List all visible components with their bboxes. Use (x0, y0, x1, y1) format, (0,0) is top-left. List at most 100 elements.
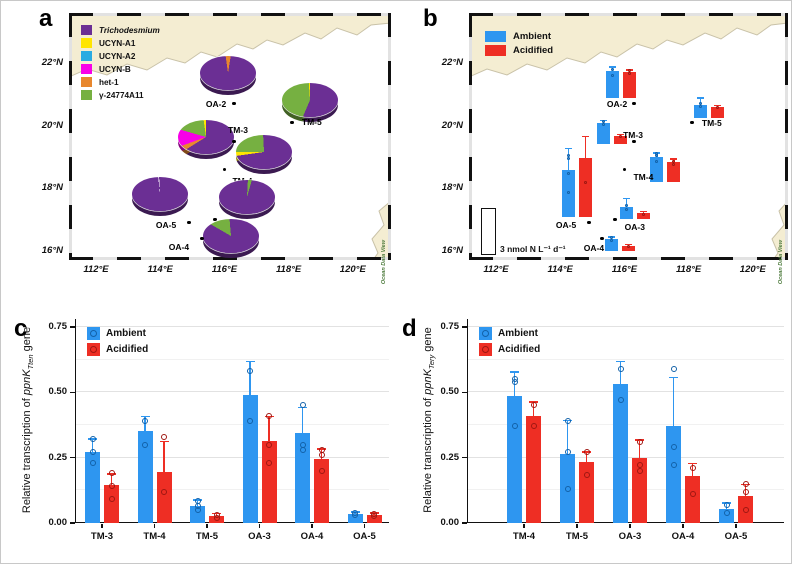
y-axis-tick-label: 18°N (441, 182, 463, 194)
map-bar (693, 104, 707, 119)
data-point (611, 73, 615, 77)
data-point (530, 423, 537, 430)
error-bar (625, 197, 627, 207)
station-dot (632, 139, 636, 144)
data-point (266, 441, 272, 448)
legend-label: UCYN-A1 (99, 38, 136, 48)
bar-acidified (579, 461, 594, 523)
data-point (672, 162, 676, 166)
map-frame-bottom (69, 257, 391, 260)
error-bar-cap (529, 401, 538, 403)
panel-label-c: c (14, 315, 28, 342)
pie-top (281, 83, 338, 118)
map-bar (606, 70, 620, 98)
pie-top (218, 179, 275, 214)
x-axis-tick-label: 120°E (339, 264, 366, 275)
legend-label: Ambient (106, 328, 146, 339)
gridline (468, 358, 784, 360)
error-bar-cap (140, 415, 150, 418)
data-point (89, 436, 96, 443)
bar-ambient (719, 508, 734, 523)
pie-top (202, 219, 259, 254)
data-point (636, 462, 643, 469)
data-point (617, 365, 624, 372)
x-tick-label: OA-4 (300, 531, 324, 542)
y-tick-label: 0.50 (48, 386, 68, 398)
x-tick-label: TM-3 (90, 531, 114, 542)
station-dot (690, 120, 694, 125)
station-label: TM-4 (633, 172, 654, 183)
data-point (636, 438, 643, 445)
error-bar (110, 473, 113, 486)
station-dot (290, 120, 294, 125)
station-label: OA-4 (168, 242, 190, 253)
x-tick-mark (523, 524, 525, 528)
error-bar-cap (159, 440, 169, 443)
data-point (161, 488, 167, 495)
y-tick-label: 0.00 (48, 517, 68, 528)
legend-label: Ambient (513, 31, 551, 42)
data-point (213, 512, 220, 519)
panel-label-d: d (402, 315, 417, 342)
bar-acidified (632, 457, 647, 523)
data-point (530, 402, 537, 409)
data-point (583, 471, 590, 478)
data-point (689, 491, 696, 498)
legend-swatch (87, 327, 100, 340)
pie-OA-5 (132, 176, 189, 216)
pie-OA-3 (218, 179, 275, 219)
legend-label: UCYN-B (99, 64, 131, 74)
data-point (602, 120, 606, 124)
map-frame-right (388, 13, 391, 260)
data-point (742, 488, 749, 495)
data-point (108, 496, 115, 503)
x-tick-mark (311, 524, 313, 528)
map-bar (614, 136, 628, 145)
station-label: OA-4 (583, 243, 605, 254)
x-tick-label: TM-4 (512, 531, 536, 542)
pie-top (132, 176, 189, 211)
error-bar (610, 236, 613, 240)
legend-swatch (485, 45, 506, 56)
error-bar-cap (624, 243, 632, 246)
y-axis-tick-label: 18°N (41, 182, 63, 194)
bar-ambient (613, 384, 628, 523)
data-point (318, 452, 325, 458)
bar-acidified (526, 415, 541, 523)
y-axis-title-part: Relative transcription of (422, 394, 434, 513)
legend-swatch (81, 38, 92, 48)
y-axis-tick-label: 16°N (41, 244, 63, 256)
x-axis-tick-label: 118°E (275, 264, 302, 275)
station-label: OA-5 (555, 219, 577, 230)
x-tick-mark (363, 524, 366, 528)
error-bar (585, 451, 588, 462)
legend-item: Ambient (87, 327, 148, 340)
x-tick-mark (258, 524, 261, 528)
y-axis-title: Relative transcription of ppnKTten gene (21, 270, 35, 563)
data-point (636, 467, 643, 474)
plot-area: 0.00 0.25 0.50 0.75 TM-3 TM-4 TM-5 OA-3 OA-4 OA-5… (49, 319, 389, 542)
legend-point (90, 346, 97, 353)
error-bar-cap (617, 133, 625, 136)
error-bar-cap (713, 104, 721, 107)
legend-item: UCYN-A2 (81, 51, 160, 61)
x-tick-mark (101, 524, 103, 528)
pie-top (200, 55, 257, 90)
data-point (266, 459, 272, 466)
y-axis-title-part: Relative transcription of (21, 395, 33, 514)
station-label: TM-3 (228, 125, 248, 136)
bar-acidified (104, 485, 119, 523)
data-point (742, 480, 749, 487)
station-label: TM-3 (623, 130, 643, 141)
data-point (628, 69, 632, 73)
data-point (655, 152, 659, 156)
error-bar-cap (670, 158, 678, 160)
error-bar (699, 97, 701, 105)
x-axis-tick-label: 116°E (611, 264, 638, 275)
bar-acidified (314, 458, 329, 523)
error-bar-cap (669, 376, 678, 379)
station-label: TM-5 (701, 118, 722, 129)
x-axis-tick-label: 114°E (147, 264, 173, 275)
data-point (670, 365, 677, 372)
map-frame-top (469, 13, 788, 16)
